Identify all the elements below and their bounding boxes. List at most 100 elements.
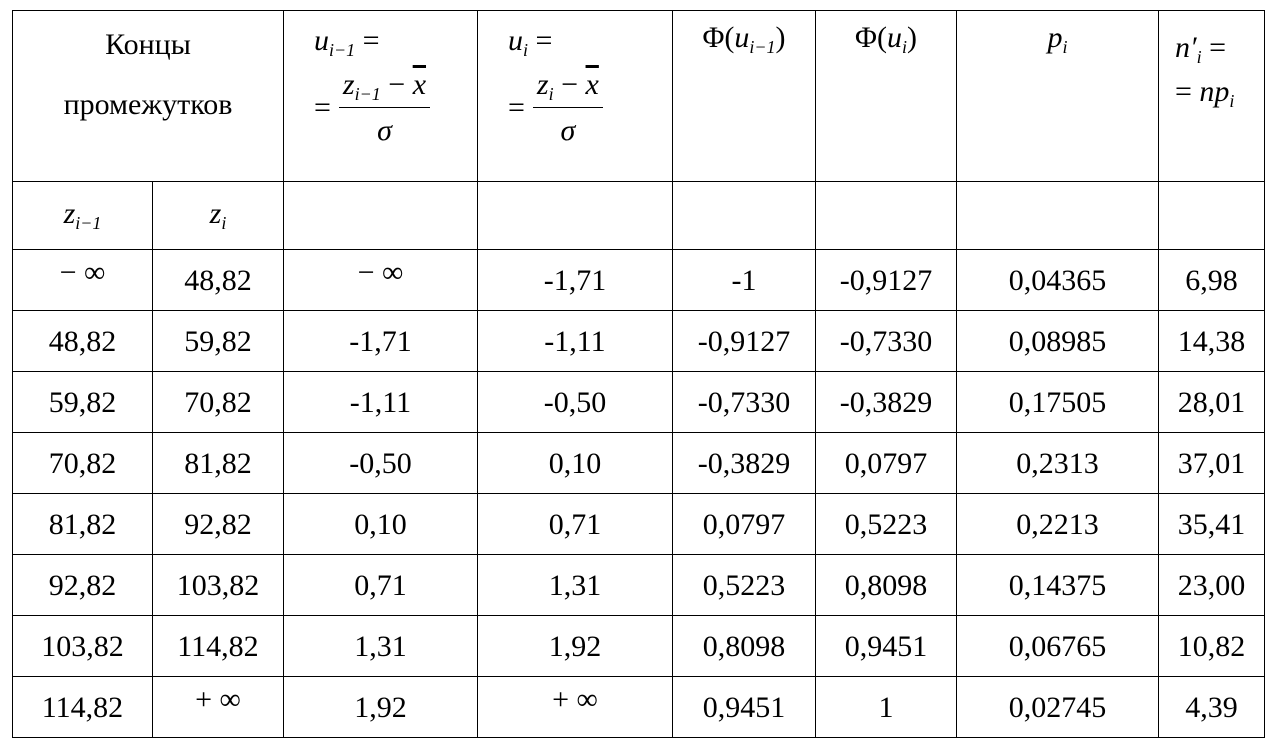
empty-cell	[956, 181, 1159, 250]
cell-text: -0,7330	[839, 324, 933, 358]
sub: i−1	[354, 84, 381, 105]
cell-text: 6,98	[1185, 263, 1238, 297]
cell-text: 0,04365	[1008, 263, 1107, 297]
cell-text: 81,82	[48, 507, 117, 541]
cell-text: 0,8098	[702, 629, 786, 663]
table-cell: 1	[815, 676, 957, 738]
var: z	[63, 197, 76, 231]
formula: = npi	[1175, 75, 1264, 112]
cell-text: 35,41	[1177, 507, 1246, 541]
cell-text: 70,82	[184, 385, 252, 419]
table-row: 59,82 70,82 -1,11 -0,50 -0,7330 -0,3829 0,1750…	[12, 371, 1265, 433]
cell-text: − ∞	[59, 255, 106, 289]
cell-text: -1,71	[543, 263, 607, 297]
cell-text: 103,82	[41, 629, 124, 663]
table-row: 70,82 81,82 -0,50 0,10 -0,3829 0,0797 0,2313 37…	[12, 432, 1265, 494]
cell-text: 0,9451	[702, 690, 786, 724]
empty-cell	[672, 181, 816, 250]
table-cell: 1,92	[477, 615, 673, 677]
table-cell: 0,04365	[956, 249, 1159, 311]
cell-text: − ∞	[357, 255, 404, 289]
var: σ	[560, 114, 576, 148]
cell-text: -1,11	[544, 324, 606, 358]
cell-text: 0,08985	[1008, 324, 1107, 358]
fraction: zi − x σ	[532, 68, 603, 148]
cell-text: -0,9127	[697, 324, 791, 358]
table-cell: 114,82	[152, 615, 284, 677]
table-cell: 0,71	[477, 493, 673, 555]
table-cell: 0,5223	[672, 554, 816, 616]
sub: i	[221, 213, 227, 234]
cell-text: 4,39	[1185, 690, 1238, 724]
cell-text: 0,02745	[1008, 690, 1107, 724]
table-cell: 0,2313	[956, 432, 1159, 494]
table-cell: -0,9127	[815, 249, 957, 311]
table-row: 114,82 + ∞ 1,92 + ∞ 0,9451 1 0,02745 4,39	[12, 676, 1265, 738]
table-row: 103,82 114,82 1,31 1,92 0,8098 0,9451 0,06765 1…	[12, 615, 1265, 677]
header-cell: Φ(ui−1)	[672, 10, 816, 182]
var: x	[585, 68, 599, 102]
table-cell: 59,82	[12, 371, 153, 433]
cell-text: 114,82	[177, 629, 259, 663]
header-cell: Концы промежутков	[12, 10, 284, 182]
cell-text: 0,8098	[844, 568, 928, 602]
table-cell: -1,11	[283, 371, 478, 433]
table-cell: -0,50	[477, 371, 673, 433]
table-cell: -0,3829	[815, 371, 957, 433]
cell-text: 1,92	[548, 629, 602, 663]
cell-text: -0,50	[543, 385, 607, 419]
table-cell: 14,38	[1158, 310, 1265, 372]
cell-text: 1,92	[354, 690, 407, 724]
sub: i	[901, 37, 907, 57]
table-cell: -1,11	[477, 310, 673, 372]
cell-text: 59,82	[48, 385, 117, 419]
table-cell: -0,3829	[672, 432, 816, 494]
table-cell: 0,14375	[956, 554, 1159, 616]
empty-cell	[815, 181, 957, 250]
table-cell: 92,82	[152, 493, 284, 555]
sub: i	[1229, 91, 1235, 111]
table-cell: + ∞	[152, 676, 284, 738]
var: u	[734, 21, 750, 54]
table-cell: + ∞	[477, 676, 673, 738]
table-cell: 0,17505	[956, 371, 1159, 433]
table-cell: 0,2213	[956, 493, 1159, 555]
op: −	[388, 68, 406, 102]
table-cell: 10,82	[1158, 615, 1265, 677]
table-row: − ∞ 48,82 − ∞ -1,71 -1 -0,9127 0,04365 6,98	[12, 249, 1265, 311]
subheader-cell: zi	[152, 181, 284, 250]
table-cell: -1,71	[477, 249, 673, 311]
subheader-row: zi−1 zi	[12, 181, 1265, 250]
cell-text: 0,71	[548, 507, 602, 541]
cell-text: 0,2313	[1016, 446, 1099, 480]
table-cell: 23,00	[1158, 554, 1265, 616]
cell-text: 0,5223	[844, 507, 928, 541]
table-cell: 0,0797	[672, 493, 816, 555]
cell-text: 1,31	[354, 629, 407, 663]
cell-text: 23,00	[1177, 568, 1246, 602]
cell-text: + ∞	[552, 682, 598, 716]
table-cell: 0,08985	[956, 310, 1159, 372]
cell-text: -0,7330	[697, 385, 791, 419]
func: Φ(	[855, 21, 887, 54]
numerator: zi − x	[532, 68, 603, 109]
table-cell: 103,82	[12, 615, 153, 677]
cell-text: 0,5223	[702, 568, 786, 602]
eq: =	[508, 91, 525, 125]
var: n′	[1175, 31, 1197, 64]
table-cell: − ∞	[12, 249, 153, 311]
cell-text: -1,11	[349, 385, 412, 419]
empty-cell	[1158, 181, 1265, 250]
eq: =	[314, 91, 331, 125]
cell-text: 0,14375	[1008, 568, 1107, 602]
var: σ	[377, 114, 392, 148]
cell-text: -0,9127	[839, 263, 933, 297]
cell-text: 37,01	[1177, 446, 1246, 480]
table-cell: 0,8098	[815, 554, 957, 616]
